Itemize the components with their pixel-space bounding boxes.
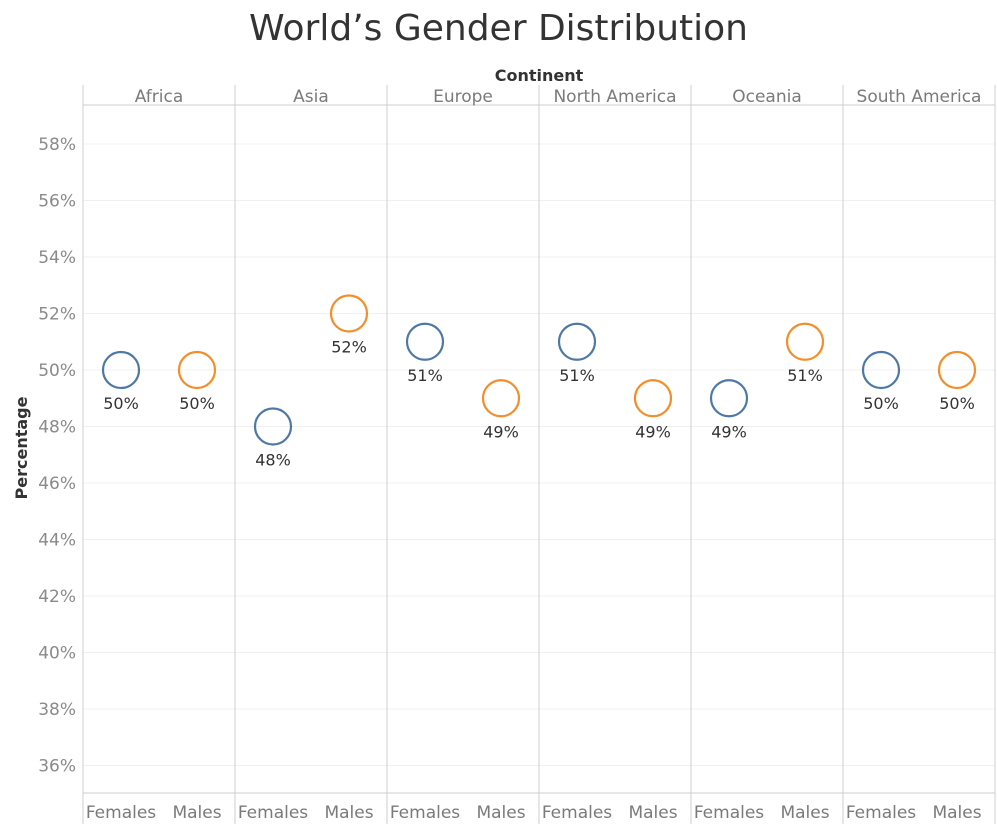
gender-category-label: Females: [694, 803, 764, 823]
data-point[interactable]: [633, 379, 673, 418]
continent-header: South America: [857, 87, 982, 107]
y-tick-label: 54%: [38, 248, 76, 268]
data-label: 51%: [407, 366, 443, 385]
gender-category-label: Females: [238, 803, 308, 823]
gender-category-label: Males: [628, 803, 677, 823]
panel-frame: [82, 85, 996, 824]
data-label: 49%: [635, 422, 671, 441]
gender-category-label: Females: [542, 803, 612, 823]
gender-category-labels: Females Males Females Males Females Males Fema…: [86, 803, 982, 823]
continent-header: Oceania: [732, 87, 802, 107]
data-point[interactable]: [405, 322, 445, 361]
y-tick-label: 44%: [38, 531, 76, 551]
data-label: 49%: [711, 422, 747, 441]
data-label: 50%: [939, 394, 975, 413]
y-tick-label: 42%: [38, 587, 76, 607]
column-header-title: Continent: [495, 66, 584, 85]
data-point[interactable]: [177, 350, 217, 390]
data-label: 52%: [331, 338, 367, 357]
gender-category-label: Males: [780, 803, 829, 823]
data-marks: 50% 50% 48% 52% 51% 49% 51% 49% 49% 51% 50% 50%: [101, 294, 977, 470]
y-axis-ticks: 36% 38% 40% 42% 44% 46% 48% 50% 52% 54% 56% 58%: [38, 135, 76, 777]
data-label: 51%: [787, 366, 823, 385]
gender-category-label: Females: [846, 803, 916, 823]
continent-header: Europe: [433, 87, 493, 107]
data-point[interactable]: [481, 379, 521, 418]
data-label: 50%: [103, 394, 139, 413]
y-tick-label: 38%: [38, 700, 76, 720]
gender-category-label: Females: [390, 803, 460, 823]
gender-category-label: Males: [932, 803, 981, 823]
continent-header: Asia: [293, 87, 329, 107]
y-tick-label: 52%: [38, 305, 76, 325]
data-label: 50%: [863, 394, 899, 413]
data-label: 49%: [483, 422, 519, 441]
gender-category-label: Males: [172, 803, 221, 823]
gender-category-label: Males: [476, 803, 525, 823]
data-label: 51%: [559, 366, 595, 385]
y-tick-label: 50%: [38, 361, 76, 381]
data-point[interactable]: [937, 350, 977, 390]
gender-category-label: Females: [86, 803, 156, 823]
data-point[interactable]: [101, 350, 141, 390]
y-tick-label: 40%: [38, 644, 76, 664]
y-tick-label: 58%: [38, 135, 76, 155]
continent-headers: Africa Asia Europe North America Oceania Sout…: [135, 87, 982, 107]
data-point[interactable]: [785, 322, 825, 361]
data-point[interactable]: [557, 322, 597, 361]
gender-category-label: Males: [324, 803, 373, 823]
chart-title: World’s Gender Distribution: [249, 8, 748, 49]
y-axis-title: Percentage: [12, 396, 31, 499]
y-tick-label: 46%: [38, 474, 76, 494]
y-tick-label: 56%: [38, 192, 76, 212]
continent-header: Africa: [135, 87, 184, 107]
data-point[interactable]: [709, 379, 749, 418]
data-point[interactable]: [329, 294, 369, 333]
y-tick-label: 48%: [38, 418, 76, 438]
data-point[interactable]: [253, 407, 293, 446]
y-tick-label: 36%: [38, 757, 76, 777]
data-label: 50%: [179, 394, 215, 413]
data-point[interactable]: [861, 350, 901, 390]
continent-header: North America: [553, 87, 676, 107]
data-label: 48%: [255, 451, 291, 470]
